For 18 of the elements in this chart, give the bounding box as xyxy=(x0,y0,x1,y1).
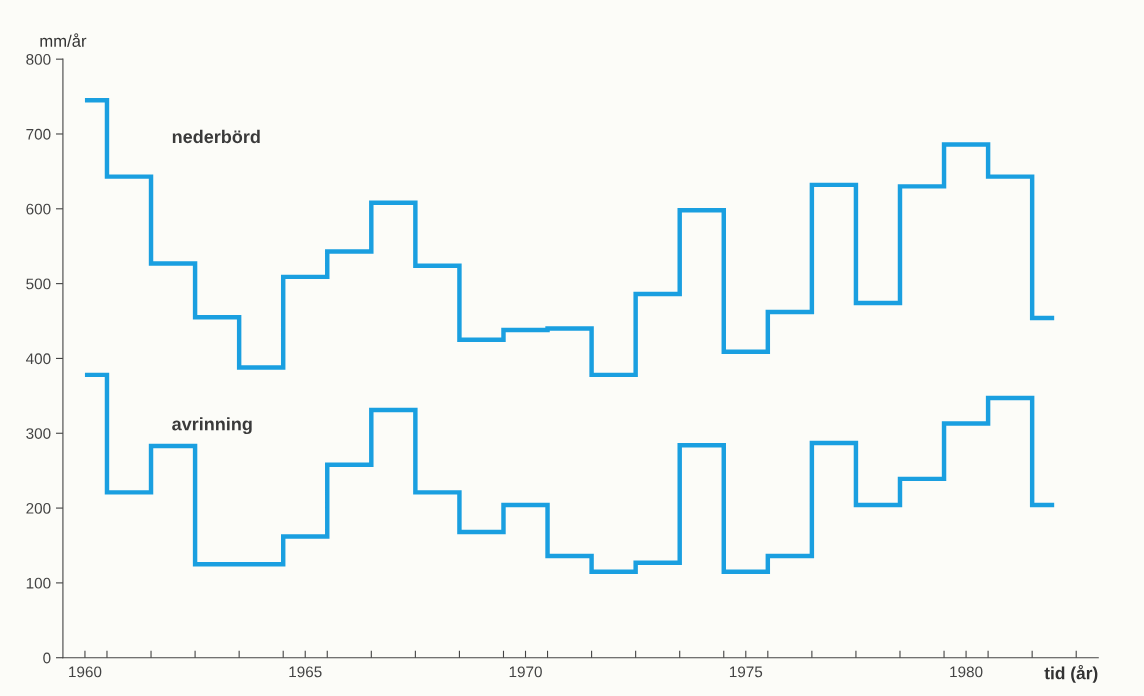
x-tick-label: 1970 xyxy=(509,666,542,678)
y-tick-label: 200 xyxy=(26,502,51,514)
x-tick-label: 1980 xyxy=(950,666,983,678)
x-tick-label: 1960 xyxy=(69,666,102,678)
x-tick-label: 1965 xyxy=(289,666,322,678)
y-axis-title: mm/år xyxy=(40,33,87,47)
y-tick-label: 500 xyxy=(26,278,51,290)
y-tick-label: 600 xyxy=(26,203,51,215)
y-tick-label: 0 xyxy=(43,652,51,664)
x-axis-title: tid (år) xyxy=(1044,664,1098,683)
x-tick-label: 1975 xyxy=(729,666,763,678)
text: nederbörd xyxy=(172,129,260,144)
y-tick-label: 700 xyxy=(26,128,51,140)
y-tick-label: 400 xyxy=(25,353,51,365)
series-label: avrinning xyxy=(172,417,252,435)
y-tick-label: 800 xyxy=(26,54,51,65)
y-tick-label: 300 xyxy=(26,428,51,439)
y-tick-label: 100 xyxy=(26,577,51,589)
